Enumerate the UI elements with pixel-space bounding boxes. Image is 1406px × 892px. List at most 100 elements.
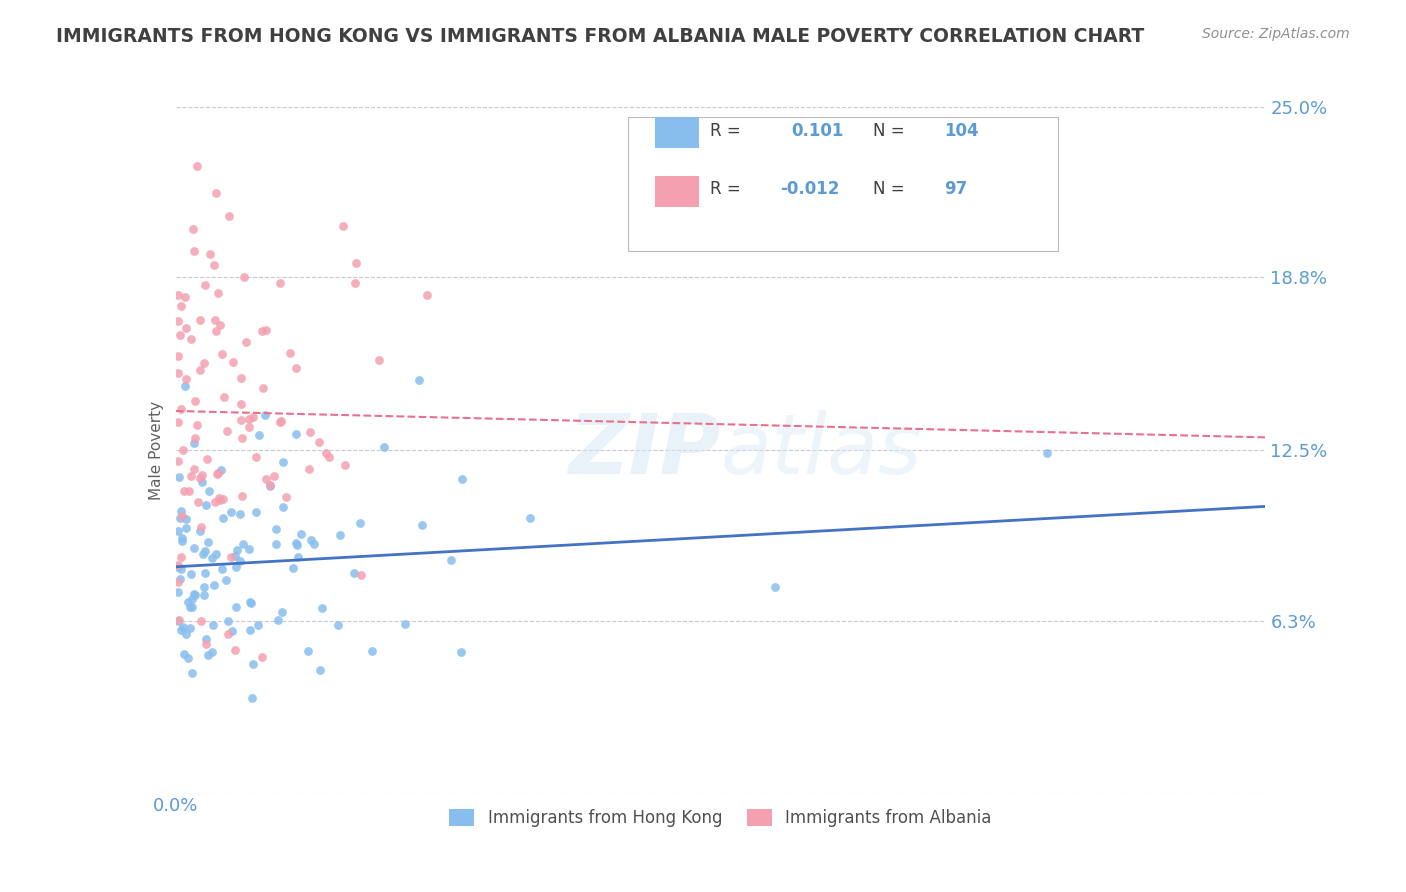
Point bbox=[285, 426, 308, 441]
Point bbox=[274, 490, 297, 504]
Point bbox=[343, 566, 366, 580]
Point bbox=[239, 595, 262, 609]
Point bbox=[172, 509, 194, 524]
Point bbox=[231, 431, 253, 445]
Point bbox=[211, 562, 233, 576]
Point bbox=[270, 414, 292, 428]
Point bbox=[247, 617, 270, 632]
Point bbox=[211, 491, 233, 506]
Point bbox=[329, 528, 352, 542]
Point bbox=[763, 580, 786, 594]
Point bbox=[172, 531, 194, 545]
Point bbox=[204, 313, 226, 327]
Point bbox=[167, 558, 190, 573]
Point bbox=[180, 469, 202, 483]
Point bbox=[181, 665, 204, 680]
Point bbox=[217, 627, 239, 641]
Point bbox=[273, 455, 295, 469]
Point bbox=[191, 547, 214, 561]
Point bbox=[179, 600, 201, 615]
Point bbox=[207, 285, 229, 300]
Point bbox=[269, 415, 291, 429]
Point bbox=[218, 209, 240, 223]
Point bbox=[183, 244, 205, 259]
Point bbox=[290, 526, 312, 541]
Point bbox=[224, 642, 246, 657]
Point bbox=[229, 397, 252, 411]
FancyBboxPatch shape bbox=[655, 118, 699, 148]
Point bbox=[252, 324, 274, 338]
Point bbox=[332, 219, 354, 233]
Point bbox=[238, 541, 260, 556]
Point bbox=[232, 537, 254, 551]
Point bbox=[229, 371, 252, 385]
Point bbox=[229, 412, 252, 426]
Point bbox=[221, 505, 243, 519]
Point bbox=[167, 470, 190, 484]
Point bbox=[229, 554, 252, 568]
Point bbox=[180, 567, 202, 582]
Point bbox=[197, 484, 219, 499]
Text: N =: N = bbox=[873, 122, 904, 140]
Point bbox=[167, 349, 190, 363]
Point bbox=[177, 650, 200, 665]
Point bbox=[211, 347, 233, 361]
Text: 104: 104 bbox=[943, 122, 979, 140]
Point bbox=[247, 428, 270, 442]
Point bbox=[208, 491, 231, 505]
Point bbox=[167, 366, 190, 380]
Point bbox=[174, 627, 197, 641]
Point bbox=[190, 475, 212, 489]
Point bbox=[202, 258, 225, 272]
Point bbox=[167, 288, 190, 302]
Point bbox=[285, 538, 308, 552]
Point bbox=[205, 467, 228, 482]
Point bbox=[188, 471, 211, 485]
Text: 97: 97 bbox=[943, 180, 967, 198]
Point bbox=[170, 623, 193, 637]
Point bbox=[167, 560, 190, 574]
Point bbox=[451, 472, 474, 486]
Point bbox=[328, 617, 350, 632]
Point bbox=[253, 408, 276, 422]
Point bbox=[173, 647, 195, 661]
Point bbox=[172, 620, 194, 634]
Text: IMMIGRANTS FROM HONG KONG VS IMMIGRANTS FROM ALBANIA MALE POVERTY CORRELATION CH: IMMIGRANTS FROM HONG KONG VS IMMIGRANTS … bbox=[56, 27, 1144, 45]
Point bbox=[318, 450, 340, 464]
Point bbox=[186, 417, 208, 432]
Point bbox=[204, 186, 226, 200]
Text: ZIP: ZIP bbox=[568, 410, 721, 491]
Point bbox=[367, 352, 389, 367]
Point bbox=[188, 313, 211, 327]
Point bbox=[167, 613, 190, 627]
Point bbox=[224, 549, 246, 563]
Point bbox=[183, 587, 205, 601]
Point bbox=[239, 596, 262, 610]
Point bbox=[309, 663, 332, 677]
Point bbox=[183, 394, 205, 409]
Point bbox=[169, 572, 191, 586]
Point bbox=[170, 533, 193, 548]
Point bbox=[287, 550, 309, 565]
Point bbox=[167, 415, 190, 429]
Point bbox=[193, 580, 215, 594]
Point bbox=[188, 524, 211, 539]
Text: Source: ZipAtlas.com: Source: ZipAtlas.com bbox=[1202, 27, 1350, 41]
Point bbox=[179, 621, 201, 635]
Point bbox=[169, 299, 191, 313]
Point bbox=[174, 290, 197, 304]
Point bbox=[221, 624, 243, 638]
Point bbox=[263, 468, 285, 483]
Point bbox=[177, 483, 200, 498]
Point bbox=[181, 222, 204, 236]
Point bbox=[299, 533, 322, 547]
Text: atlas: atlas bbox=[721, 410, 922, 491]
Point bbox=[207, 467, 229, 481]
Point bbox=[201, 550, 224, 565]
Point bbox=[361, 643, 384, 657]
Point bbox=[212, 510, 235, 524]
Point bbox=[188, 363, 211, 377]
Point bbox=[195, 451, 218, 466]
Point bbox=[181, 599, 204, 614]
Point bbox=[1036, 446, 1059, 460]
